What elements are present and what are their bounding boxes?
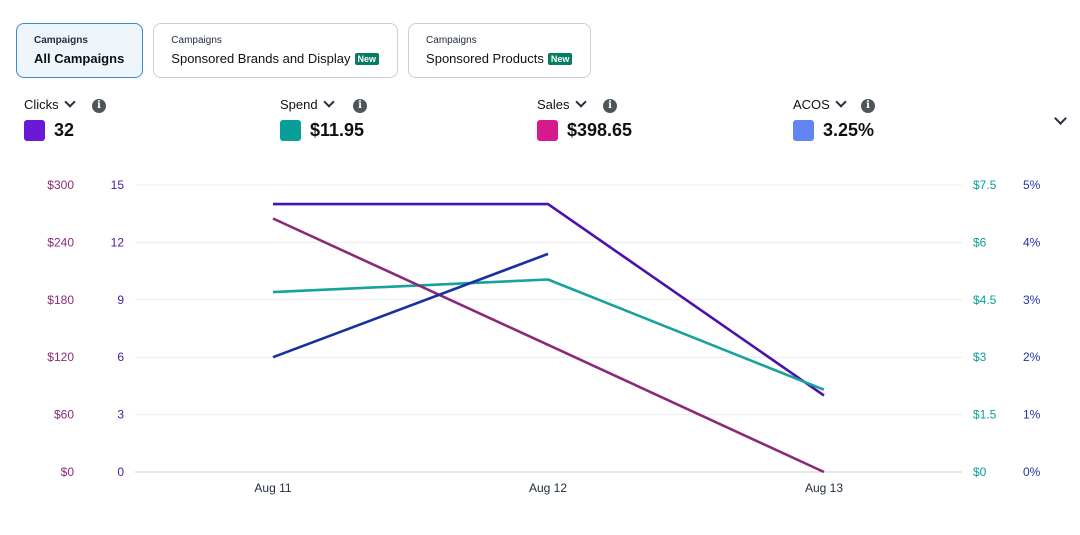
color-swatch (280, 120, 301, 141)
metric-value: $11.95 (310, 120, 365, 140)
tab-label: Sponsored Brands and Display (171, 51, 351, 66)
campaign-tabs: Campaigns All Campaigns Campaigns Sponso… (16, 23, 592, 78)
tab-small-label: Campaigns (171, 35, 222, 46)
metric-name: Sales (537, 96, 570, 112)
y-tick-label: $180 (47, 293, 74, 307)
y-tick-label: 1% (1023, 408, 1041, 422)
y-tick-label: 4% (1023, 235, 1041, 249)
metric-value: 32 (54, 120, 75, 140)
color-swatch (24, 120, 45, 141)
info-icon[interactable]: i (353, 99, 367, 113)
y-tick-label: $300 (47, 178, 74, 192)
y-tick-label: $1.5 (973, 408, 997, 422)
tab-sponsored-products[interactable]: Campaigns Sponsored Products New (408, 23, 592, 78)
y-tick-label: $3 (973, 350, 987, 364)
y-tick-label: 5% (1023, 178, 1041, 192)
metric-name: Clicks (24, 96, 59, 112)
y-tick-label: $120 (47, 350, 74, 364)
x-tick-label: Aug 13 (805, 481, 843, 495)
metric-name: Spend (280, 96, 318, 112)
y-tick-label: 0% (1023, 465, 1041, 479)
y-tick-label: $240 (47, 235, 74, 249)
series-line-sales (272, 217, 825, 474)
series-line-acos (272, 252, 549, 359)
y-tick-label: 3% (1023, 293, 1041, 307)
y-tick-label: 9 (117, 293, 124, 307)
metric-value: 3.25% (823, 120, 875, 140)
y-tick-label: $0 (61, 465, 75, 479)
series-line-clicks (273, 202, 825, 397)
tab-all-campaigns[interactable]: Campaigns All Campaigns (16, 23, 144, 78)
metric-value-row: 3.25% (793, 120, 874, 141)
tab-label: All Campaigns (34, 51, 125, 66)
color-swatch (793, 120, 814, 141)
y-tick-label: $6 (973, 235, 987, 249)
info-icon[interactable]: i (92, 99, 106, 113)
y-tick-label: $7.5 (973, 178, 997, 192)
metric-selector-acos[interactable]: ACOS (793, 96, 874, 112)
info-icon[interactable]: i (861, 99, 875, 113)
y-tick-label: $60 (54, 408, 74, 422)
y-tick-label: 12 (111, 235, 125, 249)
new-badge: New (547, 53, 573, 65)
tab-small-label: Campaigns (426, 35, 477, 46)
tab-label-row: Sponsored Products New (426, 50, 573, 68)
tab-sponsored-brands-display[interactable]: Campaigns Sponsored Brands and Display Ne… (153, 23, 399, 78)
metric-clicks: Clicks i 32 (24, 96, 106, 141)
color-swatch (537, 120, 558, 141)
metric-value-row: 32 (24, 120, 74, 141)
x-tick-label: Aug 11 (254, 481, 291, 495)
metric-value: $398.65 (567, 120, 633, 140)
x-tick-label: Aug 12 (529, 481, 567, 495)
y-tick-label: $4.5 (973, 293, 997, 307)
info-icon[interactable]: i (603, 99, 617, 113)
y-tick-label: 2% (1023, 350, 1041, 364)
y-tick-label: 6 (117, 350, 124, 364)
metric-selector-spend[interactable]: Spend (280, 96, 364, 112)
y-tick-label: 15 (111, 178, 125, 192)
series-line-spend (272, 278, 825, 391)
metric-spend: Spend i $11.95 (280, 96, 367, 141)
y-tick-label: 3 (117, 408, 124, 422)
y-tick-label: $0 (973, 465, 987, 479)
tab-small-label: Campaigns (34, 35, 88, 46)
tab-label: Sponsored Products (426, 51, 544, 66)
metric-selector-clicks[interactable]: Clicks (24, 96, 76, 112)
metric-selector-sales[interactable]: Sales (537, 96, 632, 112)
metric-acos: ACOS i 3.25% (793, 96, 875, 141)
tab-label-row: Sponsored Brands and Display New (171, 50, 380, 68)
metric-value-row: $398.65 (537, 120, 632, 141)
metric-value-row: $11.95 (280, 120, 364, 141)
metric-sales: Sales i $398.65 (537, 96, 632, 141)
metric-name: ACOS (793, 96, 830, 112)
y-tick-label: 0 (117, 465, 124, 479)
new-badge: New (354, 53, 380, 65)
